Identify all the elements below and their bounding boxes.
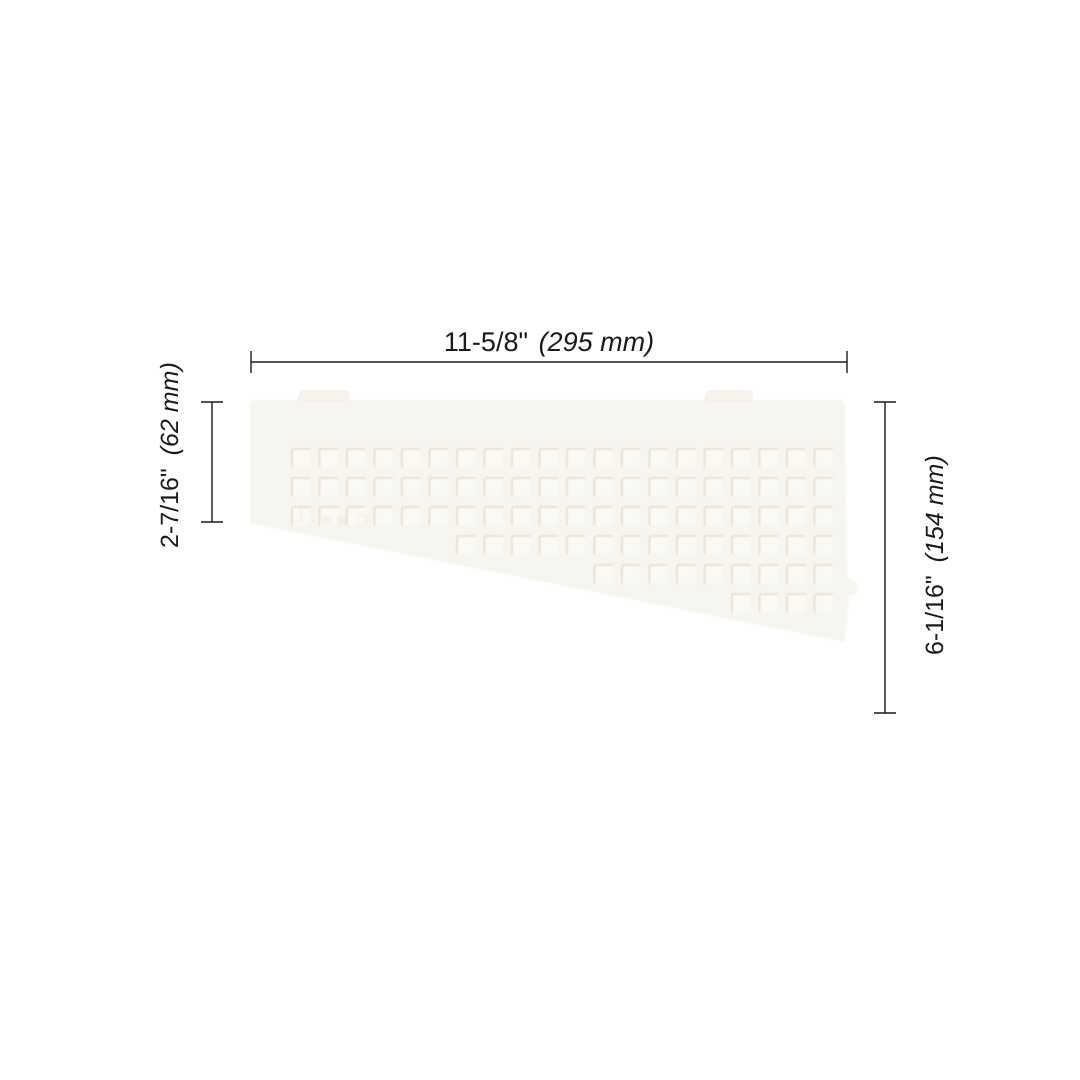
svg-text:6-1/16" (154 mm): 6-1/16" (154 mm) bbox=[921, 455, 949, 655]
svg-text:2-7/16" (62 mm): 2-7/16" (62 mm) bbox=[156, 362, 184, 548]
svg-text:11-5/8" (295 mm): 11-5/8" (295 mm) bbox=[444, 327, 654, 357]
